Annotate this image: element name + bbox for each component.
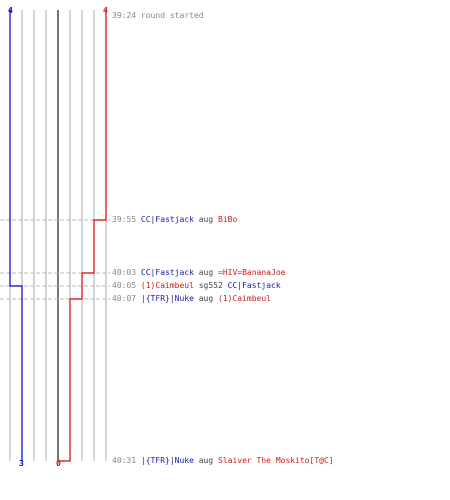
event-row: 39:55 CC|Fastjack aug BiBo [112, 215, 237, 225]
team-count-lines [9, 10, 107, 462]
victim-name: CC|Fastjack [227, 281, 281, 290]
event-row: 40:07 |{TFR}|Nuke aug (1)Caimbeul [112, 294, 271, 304]
victim-name: Slaiver The Moskito[T@C] [218, 456, 334, 465]
event-time: 39:24 [112, 11, 137, 20]
event-time: 40:03 [112, 268, 137, 277]
victim-name: (1)Caimbeul [218, 294, 271, 303]
team-a-end-count: 3 [19, 459, 24, 468]
event-time: 40:05 [112, 281, 137, 290]
victim-name: =HIV=BananaJoe [218, 268, 286, 277]
team-a-start-count: 4 [8, 6, 13, 15]
team-a-count-line [9, 10, 23, 461]
event-row: 39:24 round started [112, 11, 204, 21]
weapon-name: aug [198, 268, 214, 277]
player-count-grid [9, 10, 107, 461]
event-row: 40:31 |{TFR}|Nuke aug Slaiver The Moskit… [112, 456, 334, 466]
victim-name: BiBo [218, 215, 238, 224]
killer-name: (1)Caimbeul [140, 281, 194, 290]
event-row: 40:03 CC|Fastjack aug =HIV=BananaJoe [112, 268, 285, 278]
event-time: 40:07 [112, 294, 137, 303]
event-time: 40:31 [112, 456, 137, 465]
weapon-name: aug [198, 294, 214, 303]
team-b-end-count: 0 [56, 459, 61, 468]
killer-name: |{TFR}|Nuke [140, 294, 194, 303]
killer-name: CC|Fastjack [140, 215, 194, 224]
killer-name: CC|Fastjack [140, 268, 194, 277]
team-b-count-line [58, 10, 107, 462]
event-text: round started [140, 11, 204, 20]
weapon-name: aug [198, 215, 214, 224]
event-row: 40:05 (1)Caimbeul sg552 CC|Fastjack [112, 281, 281, 291]
weapon-name: sg552 [198, 281, 223, 290]
weapon-name: aug [198, 456, 214, 465]
team-b-start-count: 4 [103, 6, 108, 15]
killer-name: |{TFR}|Nuke [140, 456, 194, 465]
event-time: 39:55 [112, 215, 137, 224]
